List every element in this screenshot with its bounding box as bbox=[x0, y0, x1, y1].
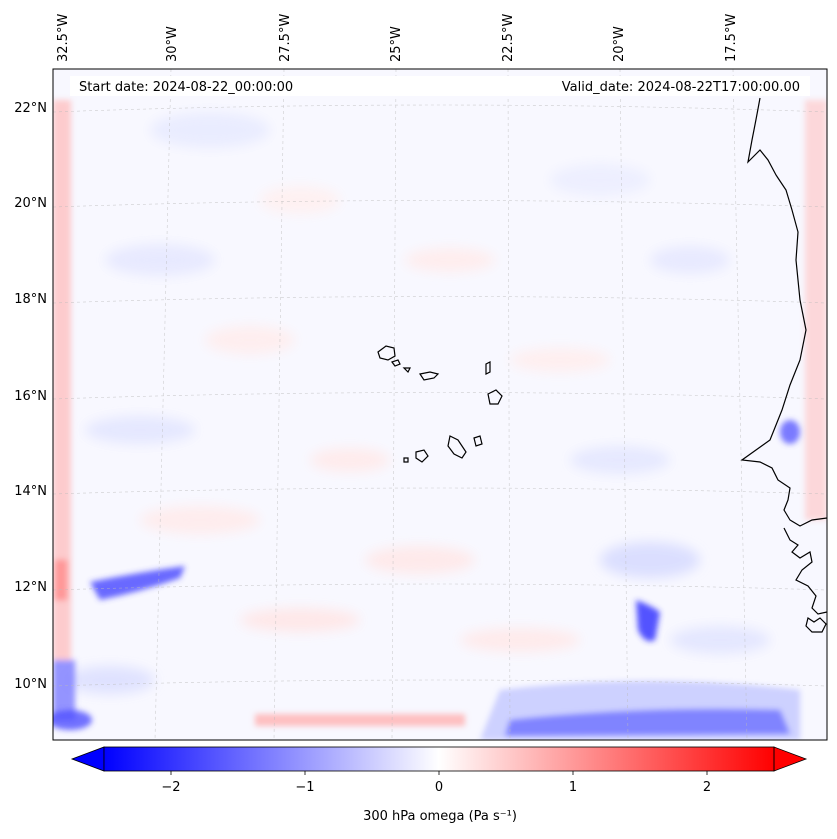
colorbar-tick-label: 0 bbox=[435, 780, 443, 795]
map-frame bbox=[52, 68, 828, 741]
lat-label: 16°N bbox=[14, 389, 47, 404]
start-date-label: Start date: 2024-08-22_00:00:00 bbox=[79, 80, 293, 95]
lon-label: 20°W bbox=[612, 26, 627, 62]
ascent-coast-14n bbox=[780, 420, 800, 444]
colorbar-ticks: −2 −1 0 1 2 bbox=[161, 771, 711, 795]
island-brava bbox=[403, 457, 409, 463]
colorbar-tick-label: −1 bbox=[295, 780, 314, 795]
lon-label: 27.5°W bbox=[278, 14, 293, 62]
colorbar-tick-label: 2 bbox=[703, 780, 711, 795]
island-maio bbox=[473, 435, 483, 447]
colorbar-min-extend bbox=[70, 746, 105, 772]
ascent-southern-band-halo bbox=[480, 681, 800, 740]
graticule bbox=[53, 69, 827, 740]
lon-label: 22.5°W bbox=[501, 14, 516, 62]
colorbar-tick-label: −2 bbox=[161, 780, 180, 795]
valid-date-label: Valid_date: 2024-08-22T17:00:00.00 bbox=[562, 80, 800, 95]
island-fogo bbox=[415, 449, 429, 463]
longitude-labels: 32.5°W 30°W 27.5°W 25°W 22.5°W 20°W 17.5… bbox=[56, 14, 739, 62]
island-sao-nicolau bbox=[419, 371, 440, 381]
island-sal bbox=[485, 361, 491, 375]
subsidence-western-core bbox=[55, 560, 67, 600]
island-boa-vista bbox=[487, 389, 503, 405]
island-santa-luzia bbox=[402, 367, 411, 374]
lat-label: 20°N bbox=[14, 196, 47, 211]
bijagos-islands bbox=[805, 617, 827, 633]
lat-label: 10°N bbox=[14, 677, 47, 692]
africa-coastline bbox=[740, 97, 827, 527]
lon-label: 32.5°W bbox=[56, 14, 71, 62]
latitude-labels: 22°N 20°N 18°N 16°N 14°N 12°N 10°N bbox=[14, 101, 47, 692]
island-santo-antao bbox=[377, 345, 396, 361]
lat-label: 18°N bbox=[14, 292, 47, 307]
lat-label: 12°N bbox=[14, 580, 47, 595]
edge-subsidence-bands bbox=[53, 100, 827, 726]
colorbar-max-extend bbox=[773, 746, 808, 772]
lon-label: 25°W bbox=[389, 26, 404, 62]
lon-label: 17.5°W bbox=[724, 14, 739, 62]
lon-label: 30°W bbox=[165, 26, 180, 62]
colorbar: −2 −1 0 1 2 300 hPa omega (Pa s⁻¹) bbox=[70, 746, 808, 824]
ascent-near-20w bbox=[636, 600, 660, 642]
lat-label: 14°N bbox=[14, 484, 47, 499]
colorbar-gradient bbox=[104, 747, 774, 771]
ascent-southwest-corner bbox=[53, 710, 92, 730]
map-panel: Start date: 2024-08-22_00:00:00 Valid_da… bbox=[53, 69, 827, 740]
lat-label: 22°N bbox=[14, 101, 47, 116]
gambia-senegal-coast bbox=[783, 527, 827, 615]
coastlines bbox=[377, 97, 827, 633]
omega-strong-features bbox=[53, 420, 800, 740]
colorbar-tick-label: 1 bbox=[569, 780, 577, 795]
ascent-western-streak bbox=[90, 566, 185, 600]
colorbar-title: 300 hPa omega (Pa s⁻¹) bbox=[363, 809, 517, 824]
date-header-band bbox=[70, 76, 810, 96]
island-santiago bbox=[447, 435, 467, 459]
omega-field-patches bbox=[65, 112, 770, 694]
island-sao-vicente bbox=[391, 359, 401, 367]
